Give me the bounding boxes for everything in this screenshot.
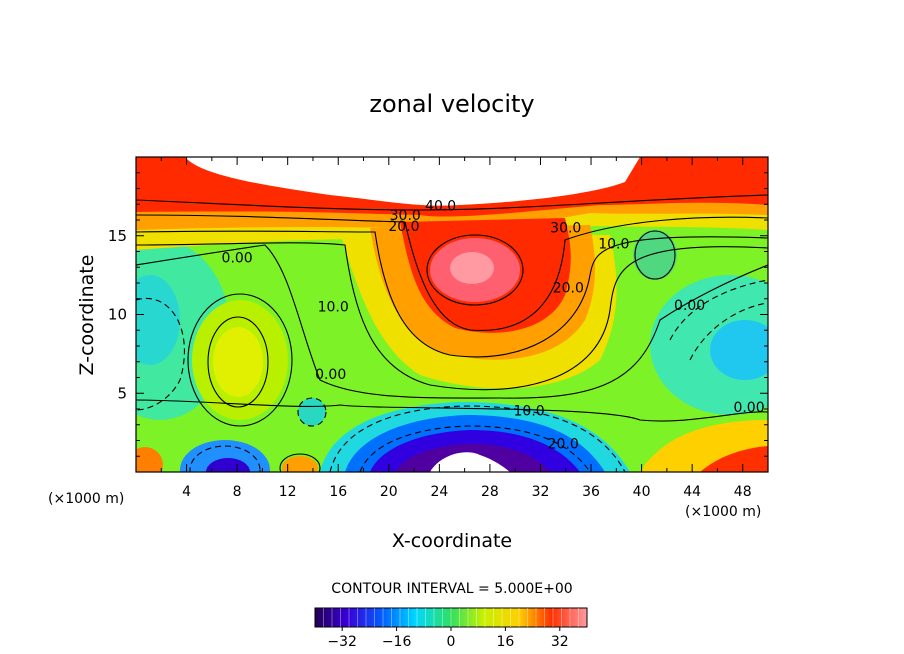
x-axis-label: X-coordinate (392, 530, 512, 552)
contour-line-neg20 (359, 425, 591, 472)
contour-label: 0.00 (315, 367, 346, 383)
field-region-east-cyan (650, 275, 768, 415)
y-axis-ticks: 5 10 15 (108, 172, 768, 457)
contour-label: 30.0 (390, 208, 421, 224)
field-region-sw-blue-cell (180, 440, 270, 472)
contour-label: 10.0 (318, 299, 349, 315)
contour-line-neg10 (329, 405, 626, 472)
x-unit-right: (×1000 m) (685, 504, 761, 520)
colorbar-ticks: −32 −16 0 16 32 (327, 627, 569, 650)
contour-label: 10.0 (598, 236, 629, 252)
contour-label: 0.00 (222, 251, 253, 267)
contour-label: 40.0 (425, 199, 456, 215)
contour-lines-negative (136, 279, 768, 472)
colorbar-tick-label: 0 (447, 634, 456, 650)
contour-label: 20.0 (548, 436, 579, 452)
x-tick-label: 32 (532, 484, 550, 500)
field-region-east-blue (710, 320, 768, 380)
y-tick-label: 15 (108, 227, 127, 245)
field-region-ne-green-pocket (633, 230, 677, 280)
x-tick-label: 24 (430, 484, 448, 500)
contour-line-40 (136, 194, 768, 211)
field-region-central-jet-peak (450, 252, 494, 284)
contour-line-10 (136, 242, 768, 391)
x-tick-label: 48 (734, 484, 752, 500)
x-tick-label: 4 (182, 484, 191, 500)
contour-lines (136, 194, 768, 472)
contour-line-30 (136, 214, 768, 332)
x-tick-label: 28 (481, 484, 499, 500)
x-axis-ticks: 4 8 12 16 20 24 28 32 36 40 44 48 (160, 157, 752, 500)
contour-line-0-upper (136, 244, 768, 399)
contour-line-sw-orange-cell (279, 453, 321, 472)
contour-line-neg5-west (136, 297, 185, 411)
colorbar-band-lines (323, 608, 579, 627)
x-tick-label: 12 (279, 484, 297, 500)
contour-line-neg10-east (689, 302, 768, 361)
y-tick-label: 5 (117, 384, 127, 402)
y-tick-label: 10 (108, 306, 127, 324)
x-tick-label: 40 (633, 484, 651, 500)
colorbar-tick-label: 32 (551, 634, 569, 650)
contour-line-small-cyan-cell (297, 397, 327, 427)
contour-line-20 (136, 230, 768, 358)
contour-line-neg5-east (669, 279, 768, 341)
contour-label: 20.0 (388, 219, 419, 235)
field-region-west-light-cyan (136, 275, 180, 365)
contour-line-central-core (426, 234, 524, 306)
contour-label: 0.00 (733, 400, 764, 416)
x-tick-label: 36 (582, 484, 600, 500)
contour-label: 0.00 (674, 298, 705, 314)
x-tick-label: 20 (380, 484, 398, 500)
field-region-small-orange-cell (282, 456, 318, 472)
colorbar-tick-label: 16 (496, 634, 514, 650)
x-tick-label: 8 (233, 484, 242, 500)
x-tick-label: 16 (329, 484, 347, 500)
contour-line-yellow-lobe (207, 316, 269, 408)
colorbar: −32 −16 0 16 32 (314, 607, 588, 650)
field-region-se-red (700, 446, 768, 472)
contour-label: 20.0 (553, 280, 584, 296)
field-region-small-cyan-cell (298, 398, 326, 426)
x-tick-label: 44 (683, 484, 701, 500)
y-axis-label: Z-coordinate (76, 255, 98, 376)
field-region-sw-indigo-cell (206, 458, 250, 472)
colorbar-tick-label: −16 (382, 634, 412, 650)
chart-title: zonal velocity (369, 90, 534, 118)
masked-top-region (185, 157, 640, 206)
contour-line-sw-blue-cell (189, 445, 261, 472)
colorbar-tick-label: −32 (327, 634, 357, 650)
contour-line-yellow-lobe-outer (187, 293, 293, 427)
field-region-yellow-core (213, 327, 263, 397)
contour-label: 10.0 (514, 403, 545, 419)
contour-labels: 40.030.020.0 30.020.010.00.0010.00.000.00… (222, 199, 765, 453)
contour-line-0-lower (136, 399, 768, 422)
field-fill (136, 157, 768, 472)
field-region-sw-orange-cell (136, 447, 163, 472)
contour-line-ne-pocket (634, 230, 676, 280)
x-unit-left: (×1000 m) (48, 491, 124, 507)
contour-label: 30.0 (550, 221, 581, 237)
plot-area: 40.030.020.0 30.020.010.00.0010.00.000.00… (108, 156, 769, 500)
contour-interval-text: CONTOUR INTERVAL = 5.000E+00 (331, 581, 572, 597)
